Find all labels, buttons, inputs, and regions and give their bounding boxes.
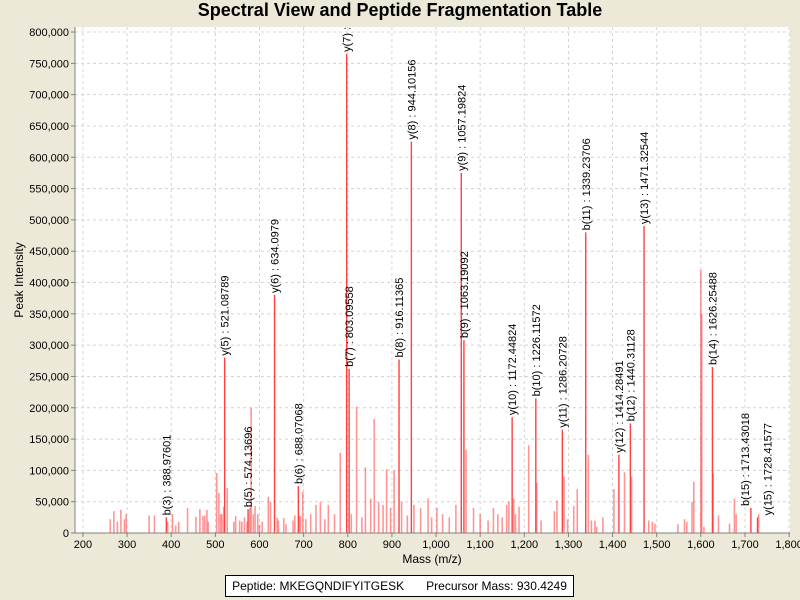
y-tick-label: 750,000 bbox=[29, 58, 69, 70]
peak-bars bbox=[109, 53, 760, 533]
y-tick-label: 350,000 bbox=[29, 309, 69, 321]
y-tick-label: 500,000 bbox=[29, 215, 69, 227]
legend-peptide: Peptide: MKEGQNDIFYITGESK bbox=[232, 579, 405, 593]
x-tick-label: 300 bbox=[118, 539, 136, 551]
peak-label: b(8) : 916.11365 bbox=[394, 278, 406, 358]
peak-label: y(13) : 1471.32544 bbox=[639, 132, 651, 224]
grid-lines bbox=[75, 27, 790, 533]
y-tick-label: 450,000 bbox=[29, 246, 69, 258]
peak-label: b(6) : 688.07068 bbox=[293, 403, 305, 484]
peak-label: y(10) : 1172.44824 bbox=[507, 324, 519, 416]
y-tick-label: 250,000 bbox=[29, 371, 69, 383]
y-axis-label: Peak Intensity bbox=[12, 242, 26, 317]
y-tick-label: 200,000 bbox=[29, 403, 69, 415]
x-tick-label: 400 bbox=[162, 539, 180, 551]
legend-box: Peptide: MKEGQNDIFYITGESK Precursor Mass… bbox=[225, 575, 574, 597]
y-tick-label: 300,000 bbox=[29, 340, 69, 352]
x-tick-label: 1,300 bbox=[555, 539, 583, 551]
x-tick-label: 1,200 bbox=[511, 539, 539, 551]
peak-label: b(9) : 1063.19092 bbox=[459, 251, 471, 338]
x-tick-label: 800 bbox=[339, 539, 357, 551]
peak-label: b(14) : 1626.25488 bbox=[707, 272, 719, 365]
legend-precursor-mass: Precursor Mass: 930.4249 bbox=[426, 579, 567, 593]
x-axis-ticks: 200 300 400 500 600 700 800 900 1,000 1,100 1,200 1… bbox=[74, 533, 800, 551]
x-tick-label: 1,400 bbox=[599, 539, 627, 551]
x-tick-label: 900 bbox=[383, 539, 401, 551]
y-tick-label: 650,000 bbox=[29, 121, 69, 133]
chart-title: Spectral View and Peptide Fragmentation … bbox=[198, 0, 602, 20]
x-tick-label: 1,800 bbox=[775, 539, 800, 551]
y-tick-label: 100,000 bbox=[29, 465, 69, 477]
peak-label: b(15) : 1713.43018 bbox=[740, 413, 752, 506]
y-tick-label: 150,000 bbox=[29, 434, 69, 446]
x-tick-label: 700 bbox=[294, 539, 312, 551]
peak-label: y(5) : 521.08789 bbox=[220, 276, 232, 356]
y-axis-ticks: 0 50,000 100,000 150,000 200,000 250,000 300,0… bbox=[29, 27, 75, 540]
peak-label: y(15) : 1728.41577 bbox=[763, 423, 775, 515]
peak-label: y(9) : 1057.19824 bbox=[456, 85, 468, 171]
peak-label: b(10) : 1226.11572 bbox=[531, 304, 543, 396]
x-tick-label: 1,700 bbox=[731, 539, 759, 551]
x-tick-label: 1,100 bbox=[466, 539, 494, 551]
y-tick-label: 700,000 bbox=[29, 90, 69, 102]
x-tick-label: 600 bbox=[250, 539, 268, 551]
peak-label: b(12) : 1440.31128 bbox=[625, 329, 637, 421]
peak-label: b(11) : 1339.23706 bbox=[581, 138, 593, 230]
x-tick-label: 500 bbox=[206, 539, 224, 551]
x-axis-label: Mass (m/z) bbox=[402, 552, 461, 566]
peak-label: b(7) : 803.09558 bbox=[344, 286, 356, 367]
x-tick-label: 1,500 bbox=[643, 539, 671, 551]
y-tick-label: 0 bbox=[63, 528, 69, 540]
peak-annotations: b(3) : 388.97601 y(5) : 521.08789 b(5) : 5… bbox=[161, 27, 774, 515]
y-tick-label: 50,000 bbox=[35, 497, 69, 509]
y-tick-label: 600,000 bbox=[29, 152, 69, 164]
peak-label: y(7) : bbox=[342, 27, 354, 52]
x-tick-label: 200 bbox=[74, 539, 92, 551]
y-tick-label: 400,000 bbox=[29, 278, 69, 290]
peak-label: y(12) : 1414.28491 bbox=[614, 360, 626, 452]
plot-area bbox=[75, 27, 790, 533]
peak-label: b(5) : 574.13696 bbox=[243, 426, 255, 507]
x-tick-label: 1,000 bbox=[422, 539, 450, 551]
peak-label: b(3) : 388.97601 bbox=[161, 435, 173, 516]
x-tick-label: 1,600 bbox=[687, 539, 715, 551]
peak-label: y(6) : 634.0979 bbox=[270, 219, 282, 293]
peak-label: y(8) : 944.10156 bbox=[406, 59, 418, 139]
peak-label: y(11) : 1286.20728 bbox=[557, 336, 569, 428]
y-tick-label: 550,000 bbox=[29, 184, 69, 196]
y-tick-label: 800,000 bbox=[29, 27, 69, 39]
